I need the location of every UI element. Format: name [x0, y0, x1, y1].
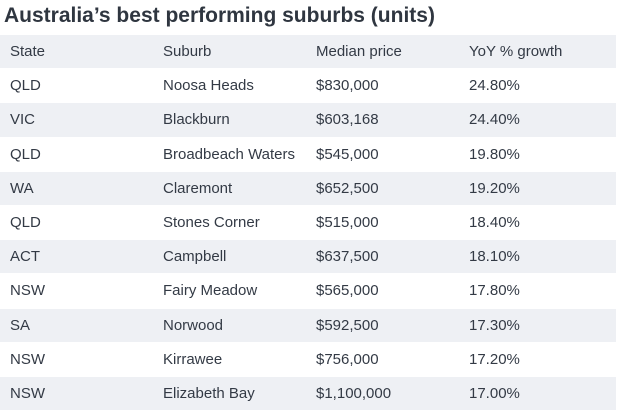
table-row: NSW Fairy Meadow $565,000 17.80%: [0, 274, 616, 309]
table-row: QLD Noosa Heads $830,000 24.80%: [0, 69, 616, 104]
table-row: QLD Broadbeach Waters $545,000 19.80%: [0, 137, 616, 172]
state-cell: VIC: [10, 111, 36, 129]
median-price-cell: $830,000: [316, 77, 379, 95]
state-cell: WA: [10, 179, 34, 197]
yoy-growth-cell: 18.40%: [469, 214, 520, 232]
table-row: QLD Stones Corner $515,000 18.40%: [0, 205, 616, 241]
suburb-cell: Blackburn: [163, 111, 230, 129]
yoy-growth-cell: 17.80%: [469, 282, 520, 300]
state-cell: SA: [10, 316, 31, 334]
suburb-cell: Claremont: [163, 179, 233, 197]
yoy-growth-cell: 24.80%: [469, 77, 520, 95]
table-body: QLD Noosa Heads $830,000 24.80% VIC Blackburn…: [0, 69, 616, 412]
suburb-cell: Elizabeth Bay: [163, 384, 255, 402]
table-header-row: State Suburb Median price YoY % growth: [0, 35, 616, 70]
suburb-cell: Broadbeach Waters: [163, 145, 296, 163]
header-state: State: [10, 43, 46, 61]
suburb-cell: Fairy Meadow: [163, 282, 258, 300]
suburb-cell: Noosa Heads: [163, 77, 254, 95]
suburb-cell: Stones Corner: [163, 214, 260, 232]
yoy-growth-cell: 24.40%: [469, 111, 520, 129]
state-cell: QLD: [10, 77, 41, 95]
median-price-cell: $1,100,000: [316, 384, 392, 402]
state-cell: ACT: [10, 248, 40, 266]
median-price-cell: $637,500: [316, 248, 379, 266]
table-row: WA Claremont $652,500 19.20%: [0, 171, 616, 206]
header-suburb: Suburb: [163, 43, 212, 61]
median-price-cell: $515,000: [316, 214, 379, 232]
median-price-cell: $603,168: [316, 111, 379, 129]
state-cell: NSW: [10, 384, 45, 402]
page-title: Australia’s best performing suburbs (uni…: [4, 4, 435, 27]
table-row: NSW Elizabeth Bay $1,100,000 17.00%: [0, 376, 616, 412]
yoy-growth-cell: 17.20%: [469, 350, 520, 368]
yoy-growth-cell: 19.20%: [469, 179, 520, 197]
state-cell: NSW: [10, 282, 45, 300]
yoy-growth-cell: 17.30%: [469, 316, 520, 334]
state-cell: NSW: [10, 350, 45, 368]
suburbs-table: State Suburb Median price YoY % growth Q…: [0, 35, 616, 412]
suburb-cell: Norwood: [163, 316, 224, 334]
header-median-price: Median price: [316, 43, 402, 61]
yoy-growth-cell: 19.80%: [469, 145, 520, 163]
median-price-cell: $756,000: [316, 350, 379, 368]
table-row: ACT Campbell $637,500 18.10%: [0, 240, 616, 275]
median-price-cell: $652,500: [316, 179, 379, 197]
suburb-cell: Campbell: [163, 248, 227, 266]
header-yoy-growth: YoY % growth: [469, 43, 563, 61]
yoy-growth-cell: 17.00%: [469, 384, 520, 402]
table-row: VIC Blackburn $603,168 24.40%: [0, 103, 616, 138]
suburb-cell: Kirrawee: [163, 350, 223, 368]
yoy-growth-cell: 18.10%: [469, 248, 520, 266]
median-price-cell: $545,000: [316, 145, 379, 163]
state-cell: QLD: [10, 145, 41, 163]
state-cell: QLD: [10, 214, 41, 232]
table-row: NSW Kirrawee $756,000 17.20%: [0, 342, 616, 377]
median-price-cell: $565,000: [316, 282, 379, 300]
table-row: SA Norwood $592,500 17.30%: [0, 308, 616, 343]
median-price-cell: $592,500: [316, 316, 379, 334]
